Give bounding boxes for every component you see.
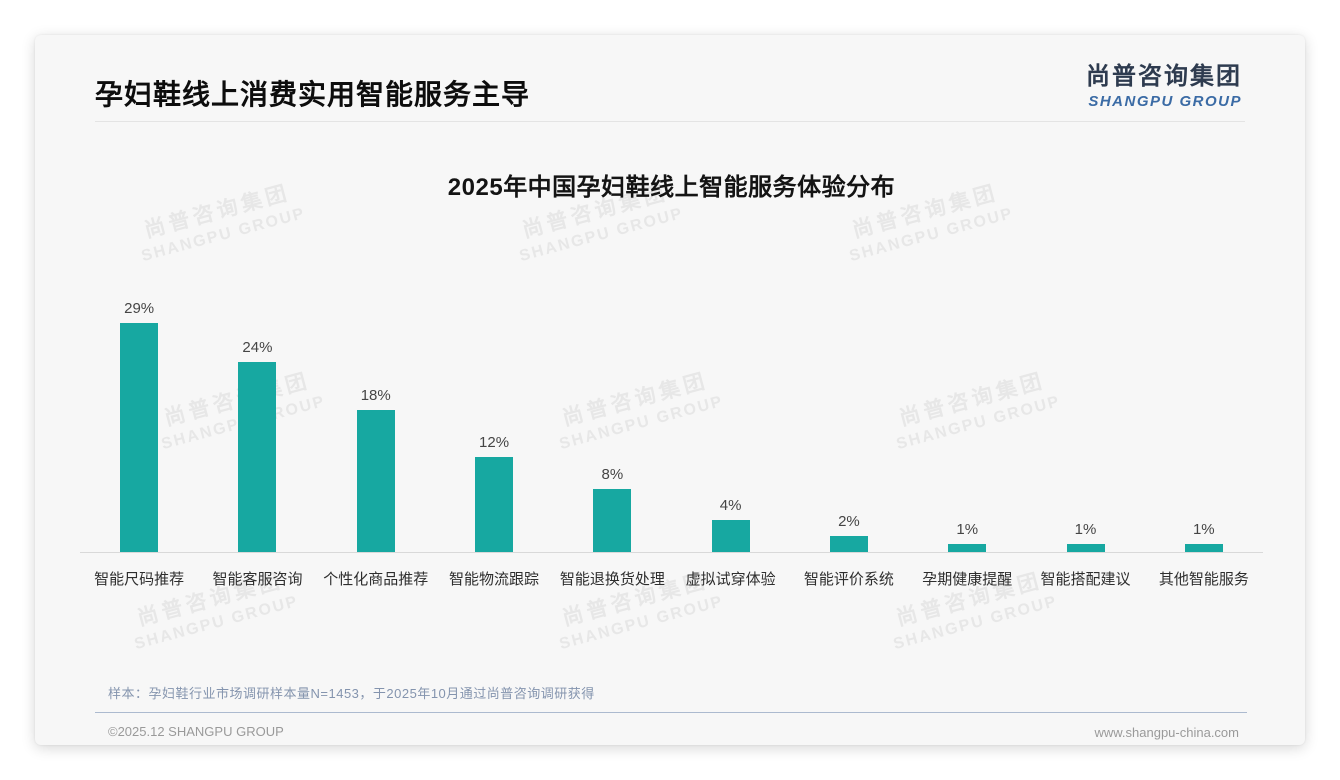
bar-value-label: 8% — [601, 466, 624, 483]
bar — [356, 410, 395, 552]
watermark-en-text: SHANGPU GROUP — [132, 592, 301, 654]
category-label: 孕期健康提醒 — [922, 571, 1013, 588]
bar — [1184, 544, 1223, 552]
bar-column: 29% — [80, 300, 198, 552]
copyright-text: ©2025.12 SHANGPU GROUP — [108, 724, 284, 739]
bar-column: 1% — [908, 521, 1026, 552]
bar-value-label: 12% — [479, 434, 510, 451]
category-row: 智能尺码推荐 智能客服咨询 个性化商品推荐 智能物流跟踪 智能退换货处理 虚拟试穿体验 智能… — [80, 553, 1263, 589]
bar-column: 1% — [1026, 521, 1144, 552]
bar-value-label: 1% — [956, 521, 979, 538]
category-label: 智能物流跟踪 — [449, 571, 540, 588]
bar — [829, 536, 868, 552]
bar — [711, 520, 750, 552]
watermark-en-text: SHANGPU GROUP — [891, 592, 1060, 654]
category-label: 智能评价系统 — [803, 571, 894, 588]
bar-column: 8% — [553, 466, 671, 552]
website-url: www.shangpu-china.com — [1094, 725, 1239, 740]
footer-divider — [95, 712, 1247, 713]
category-label: 智能搭配建议 — [1040, 571, 1131, 588]
category-label: 其他智能服务 — [1158, 571, 1249, 588]
bar — [1066, 544, 1105, 552]
bar-value-label: 29% — [124, 300, 155, 317]
bar — [238, 362, 277, 552]
logo-en-text: SHANGPU GROUP — [1088, 93, 1242, 110]
sample-note: 样本：孕妇鞋行业市场调研样本量N=1453，于2025年10月通过尚普咨询调研获… — [108, 686, 595, 701]
bar — [120, 323, 159, 552]
bar-column: 18% — [317, 387, 435, 552]
company-logo: 尚普咨询集团 SHANGPU GROUP — [1086, 56, 1242, 110]
bar — [475, 457, 514, 552]
category-label: 智能退换货处理 — [559, 571, 665, 588]
bar-value-label: 4% — [719, 497, 742, 514]
bar-column: 2% — [790, 513, 908, 552]
bar — [948, 544, 987, 552]
category-label: 虚拟试穿体验 — [685, 571, 776, 588]
bar-plot: 29% 24% 18% 12% 8% 4% 2% 1% 1% 1% — [80, 225, 1263, 553]
header-divider — [95, 121, 1245, 122]
bar-value-label: 18% — [360, 387, 391, 404]
slide-title: 孕妇鞋线上消费实用智能服务主导 — [95, 79, 531, 110]
chart-title: 2025年中国孕妇鞋线上智能服务体验分布 — [447, 174, 896, 201]
category-label: 智能尺码推荐 — [94, 571, 185, 588]
bar-column: 4% — [671, 497, 789, 552]
watermark-en-text: SHANGPU GROUP — [557, 592, 726, 654]
bar-value-label: 1% — [1074, 521, 1097, 538]
bar-value-label: 24% — [242, 339, 273, 356]
bar-value-label: 2% — [838, 513, 860, 530]
category-label: 智能客服咨询 — [212, 571, 303, 588]
bar-column: 12% — [435, 434, 553, 552]
category-label: 个性化商品推荐 — [323, 571, 429, 588]
logo-cn-text: 尚普咨询集团 — [1086, 63, 1242, 90]
bar — [593, 489, 632, 552]
bar-column: 24% — [198, 339, 316, 552]
slide: 尚普咨询集团 SHANGPU GROUP 尚普咨询集团 SHANGPU GROUP 尚普… — [35, 35, 1305, 745]
bar-value-label: 1% — [1192, 521, 1215, 538]
bar-column: 1% — [1145, 521, 1263, 552]
